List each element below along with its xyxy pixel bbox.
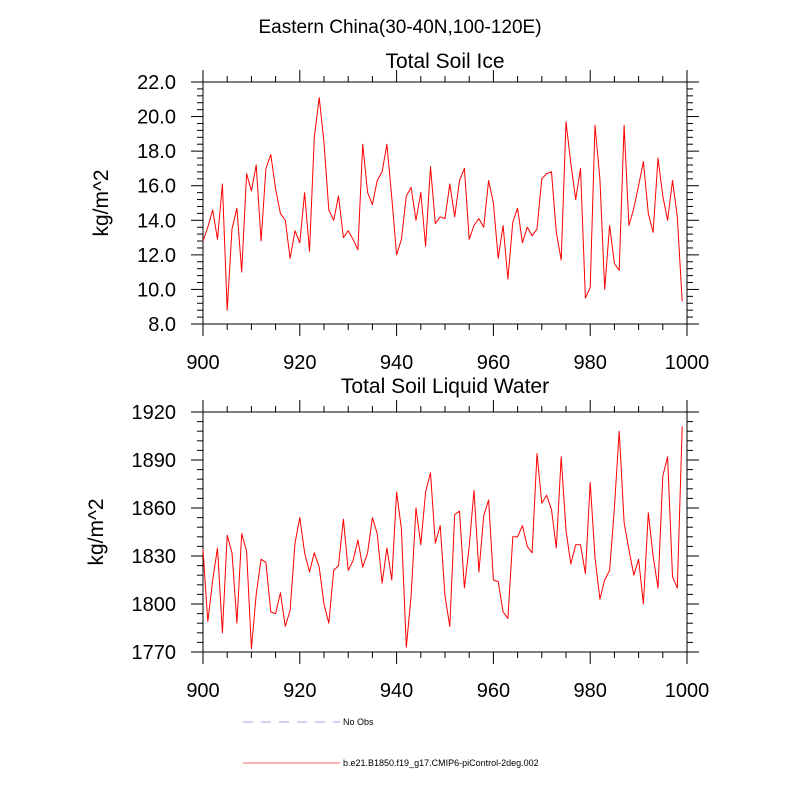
plot-frame — [202, 411, 688, 653]
x-tick-label: 980 — [574, 352, 607, 374]
panel-total-soil-ice: Total Soil Ice 900 920 940 960 980 1000 8.0 10.0… — [90, 50, 709, 374]
y-axis-label: kg/m^2 — [90, 169, 113, 236]
y-tick-label: 12.0 — [137, 245, 176, 267]
figure-title: Eastern China(30-40N,100-120E) — [258, 17, 541, 38]
x-tick-label: 920 — [283, 680, 316, 702]
y-tick-label: 10.0 — [137, 279, 176, 301]
x-tick-label: 960 — [477, 352, 510, 374]
y-tick-label: 22.0 — [137, 72, 176, 94]
plot-frame — [202, 81, 688, 325]
x-tick-label: 1000 — [665, 680, 710, 702]
y-tick-label: 14.0 — [137, 210, 176, 232]
y-tick-label: 1920 — [132, 402, 177, 424]
legend-label-no-obs: No Obs — [343, 717, 374, 727]
y-tick-label: 1860 — [132, 498, 177, 520]
y-tick-label: 1830 — [132, 546, 177, 568]
panel-title: Total Soil Ice — [385, 50, 504, 73]
series-line — [202, 97, 683, 311]
y-tick-label: 1890 — [132, 450, 177, 472]
y-tick-label: 1800 — [132, 594, 177, 616]
x-tick-label: 900 — [186, 352, 219, 374]
legend-label-model: b.e21.B1850.f19_g17.CMIP6-piControl-2deg… — [343, 758, 539, 768]
x-tick-label: 920 — [283, 352, 316, 374]
panel-title: Total Soil Liquid Water — [341, 375, 549, 398]
y-tick-label: 18.0 — [137, 141, 176, 163]
series-line — [202, 426, 683, 650]
x-tick-label: 960 — [477, 680, 510, 702]
y-tick-label: 16.0 — [137, 176, 176, 198]
y-tick-label: 1770 — [132, 642, 177, 664]
x-tick-label: 940 — [380, 680, 413, 702]
x-tick-label: 1000 — [665, 352, 710, 374]
x-tick-label: 900 — [186, 680, 219, 702]
panel-total-soil-liquid-water: Total Soil Liquid Water 900 920 940 960 980 10… — [85, 375, 709, 702]
y-tick-label: 20.0 — [137, 107, 176, 129]
x-tick-label: 940 — [380, 352, 413, 374]
y-axis-label: kg/m^2 — [85, 498, 108, 565]
x-tick-label: 980 — [574, 680, 607, 702]
legend: No Obs b.e21.B1850.f19_g17.CMIP6-piContr… — [243, 717, 539, 768]
y-tick-label: 8.0 — [148, 314, 176, 336]
